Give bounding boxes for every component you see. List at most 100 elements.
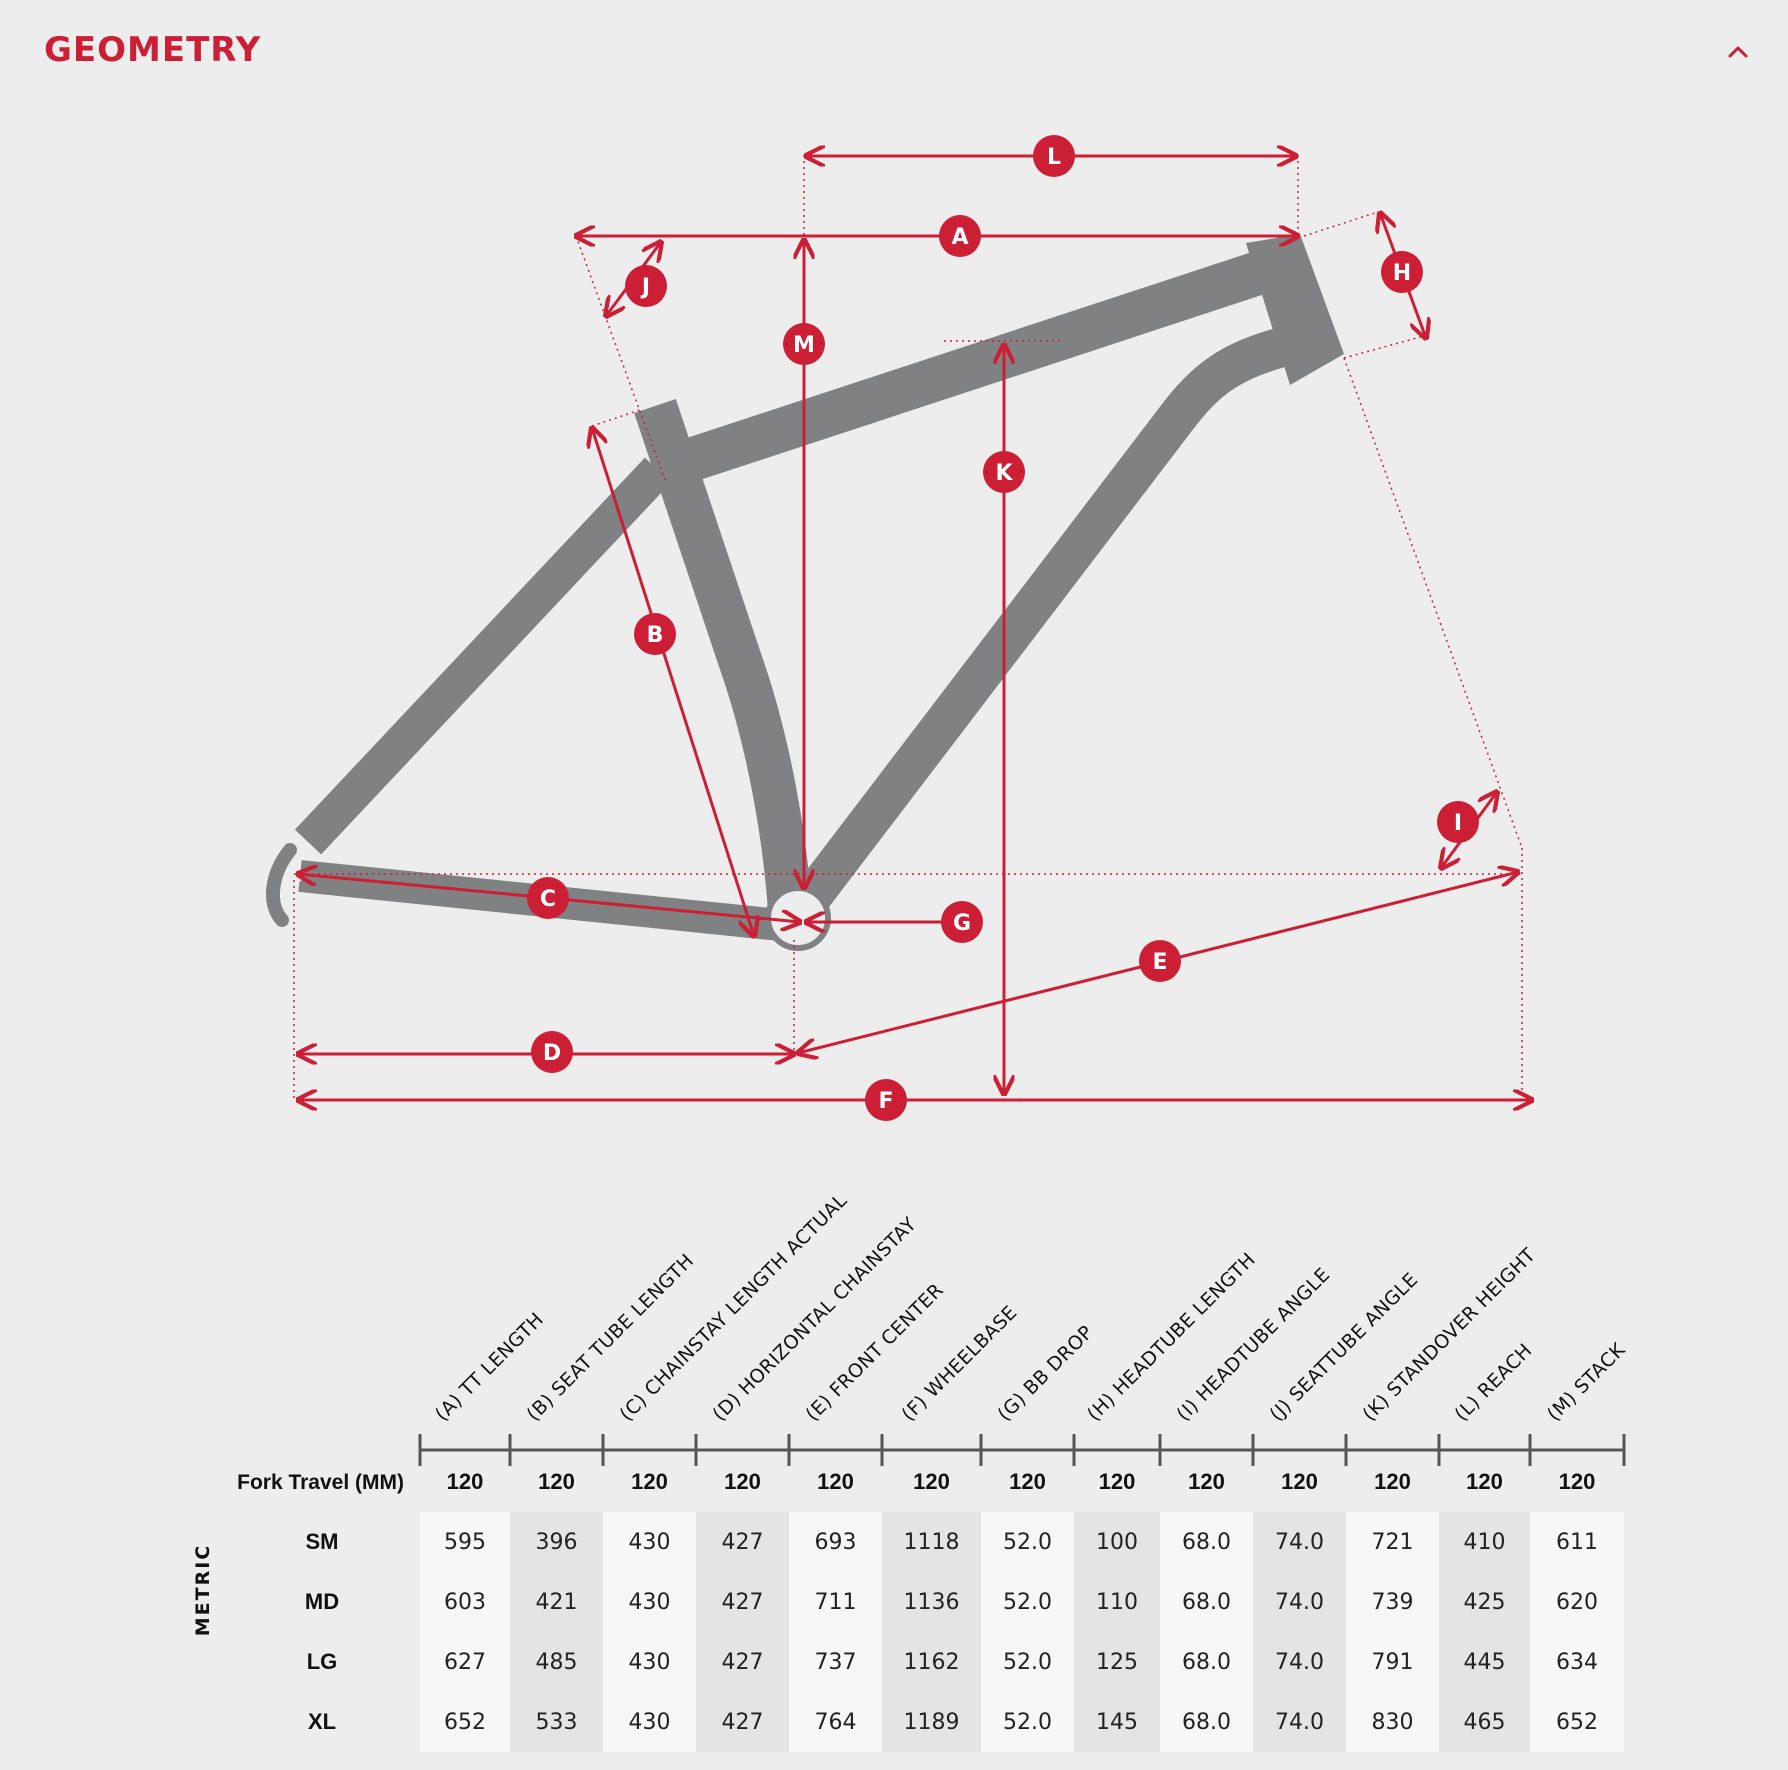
fork-travel-value: 120 bbox=[1466, 1469, 1503, 1494]
table-cell: 52.0 bbox=[1003, 1590, 1052, 1615]
section-header: GEOMETRY bbox=[0, 0, 1788, 100]
badge-c: C bbox=[527, 877, 569, 919]
fork-travel-value: 120 bbox=[631, 1469, 668, 1494]
badge-d: D bbox=[531, 1031, 573, 1073]
table-cell: 100 bbox=[1096, 1530, 1138, 1555]
table-cell: 427 bbox=[722, 1590, 764, 1615]
table-cell: 634 bbox=[1556, 1650, 1598, 1675]
table-cell: 68.0 bbox=[1182, 1650, 1231, 1675]
frame-geometry-diagram: L A H J M K B I C G E D F bbox=[266, 135, 1788, 1121]
table-cell: 110 bbox=[1096, 1590, 1138, 1615]
svg-text:C: C bbox=[540, 887, 556, 912]
table-cell: 74.0 bbox=[1275, 1650, 1324, 1675]
table-cell: 74.0 bbox=[1275, 1590, 1324, 1615]
table-row: LG 627 485 430 427 737 1162 52.0 125 68.0 74.0 791 4… bbox=[307, 1649, 1598, 1675]
svg-text:G: G bbox=[953, 911, 971, 936]
badge-h: H bbox=[1381, 251, 1423, 293]
table-row: SM 595 396 430 427 693 1118 52.0 100 68.0 74.0 721 4… bbox=[306, 1529, 1599, 1555]
column-background bbox=[1253, 1512, 1346, 1752]
table-cell: 739 bbox=[1372, 1590, 1414, 1615]
badge-m: M bbox=[783, 323, 825, 365]
column-background bbox=[603, 1512, 696, 1752]
table-cell: 427 bbox=[722, 1650, 764, 1675]
table-cell: 652 bbox=[444, 1710, 486, 1735]
column-header: (M) STACK bbox=[1543, 1339, 1630, 1426]
table-cell: 421 bbox=[536, 1590, 578, 1615]
table-cell-backgrounds bbox=[420, 1512, 1624, 1752]
svg-text:E: E bbox=[1152, 950, 1167, 975]
fork-travel-value: 120 bbox=[1099, 1469, 1136, 1494]
badge-b: B bbox=[634, 613, 676, 655]
fork-travel-value: 120 bbox=[1281, 1469, 1318, 1494]
unit-label: METRIC bbox=[192, 1544, 214, 1637]
badge-g: G bbox=[941, 901, 983, 943]
table-cell: 485 bbox=[536, 1650, 578, 1675]
geometry-table: (A) TT LENGTH(B) SEAT TUBE LENGTH(C) CHA… bbox=[192, 1189, 1630, 1752]
head-tube bbox=[1246, 234, 1344, 385]
table-cell: 52.0 bbox=[1003, 1710, 1052, 1735]
column-background bbox=[510, 1512, 603, 1752]
table-row: MD 603 421 430 427 711 1136 52.0 110 68.0 74.0 739 4… bbox=[305, 1589, 1598, 1615]
svg-text:J: J bbox=[640, 275, 650, 300]
svg-text:F: F bbox=[878, 1089, 893, 1114]
table-cell: 1162 bbox=[904, 1650, 960, 1675]
table-cell: 791 bbox=[1372, 1650, 1414, 1675]
svg-text:H: H bbox=[1393, 261, 1411, 286]
fork-travel-label: Fork Travel (MM) bbox=[237, 1471, 404, 1494]
badge-k: K bbox=[983, 451, 1025, 493]
fork-travel-value: 120 bbox=[538, 1469, 575, 1494]
dimension-badges: L A H J M K B I C G E D F bbox=[527, 135, 1479, 1121]
section-title: GEOMETRY bbox=[44, 30, 262, 70]
row-size-label: LG bbox=[307, 1649, 338, 1674]
table-cell: 145 bbox=[1096, 1710, 1138, 1735]
table-cell: 830 bbox=[1372, 1710, 1414, 1735]
column-background bbox=[420, 1512, 510, 1752]
table-cell: 595 bbox=[444, 1530, 486, 1555]
badge-l: L bbox=[1033, 135, 1075, 177]
table-cell: 68.0 bbox=[1182, 1590, 1231, 1615]
column-background bbox=[1439, 1512, 1530, 1752]
fork-travel-value: 120 bbox=[724, 1469, 761, 1494]
badge-i: I bbox=[1437, 801, 1479, 843]
svg-text:M: M bbox=[793, 333, 815, 358]
collapse-button[interactable] bbox=[1720, 36, 1756, 66]
column-background bbox=[1346, 1512, 1439, 1752]
arrow-b bbox=[592, 428, 754, 936]
svg-text:L: L bbox=[1047, 145, 1061, 170]
table-cell: 68.0 bbox=[1182, 1710, 1231, 1735]
guide-lines bbox=[293, 155, 1523, 1100]
table-rows: SM 595 396 430 427 693 1118 52.0 100 68.0 74.0 721 4… bbox=[305, 1529, 1598, 1735]
column-header: (D) HORIZONTAL CHAINSTAY bbox=[708, 1213, 920, 1425]
table-cell: 430 bbox=[629, 1710, 671, 1735]
table-cell: 711 bbox=[815, 1590, 857, 1615]
column-header: (H) HEADTUBE LENGTH bbox=[1083, 1249, 1260, 1426]
table-cell: 425 bbox=[1464, 1590, 1506, 1615]
row-size-label: MD bbox=[305, 1589, 339, 1614]
table-cell: 74.0 bbox=[1275, 1710, 1324, 1735]
badge-e: E bbox=[1139, 940, 1181, 982]
chevron-up-icon bbox=[1728, 46, 1748, 58]
top-tube bbox=[659, 239, 1305, 489]
column-background bbox=[789, 1512, 882, 1752]
column-background bbox=[696, 1512, 789, 1752]
svg-text:D: D bbox=[543, 1041, 561, 1066]
column-ruler bbox=[418, 1434, 1626, 1466]
column-header: (I) HEADTUBE ANGLE bbox=[1172, 1264, 1334, 1426]
table-cell: 611 bbox=[1556, 1530, 1598, 1555]
column-background bbox=[1074, 1512, 1160, 1752]
table-cell: 396 bbox=[536, 1530, 578, 1555]
table-cell: 1118 bbox=[904, 1530, 960, 1555]
fork-travel-value: 120 bbox=[1009, 1469, 1046, 1494]
column-header: (B) SEAT TUBE LENGTH bbox=[522, 1250, 698, 1426]
table-cell: 430 bbox=[629, 1590, 671, 1615]
column-header: (K) STANDOVER HEIGHT bbox=[1358, 1244, 1540, 1426]
table-cell: 465 bbox=[1464, 1710, 1506, 1735]
table-cell: 427 bbox=[722, 1710, 764, 1735]
svg-text:B: B bbox=[647, 623, 664, 648]
column-background bbox=[882, 1512, 981, 1752]
table-cell: 68.0 bbox=[1182, 1530, 1231, 1555]
table-cell: 52.0 bbox=[1003, 1650, 1052, 1675]
column-background bbox=[1160, 1512, 1253, 1752]
table-cell: 410 bbox=[1464, 1530, 1506, 1555]
fork-travel-value: 120 bbox=[817, 1469, 854, 1494]
